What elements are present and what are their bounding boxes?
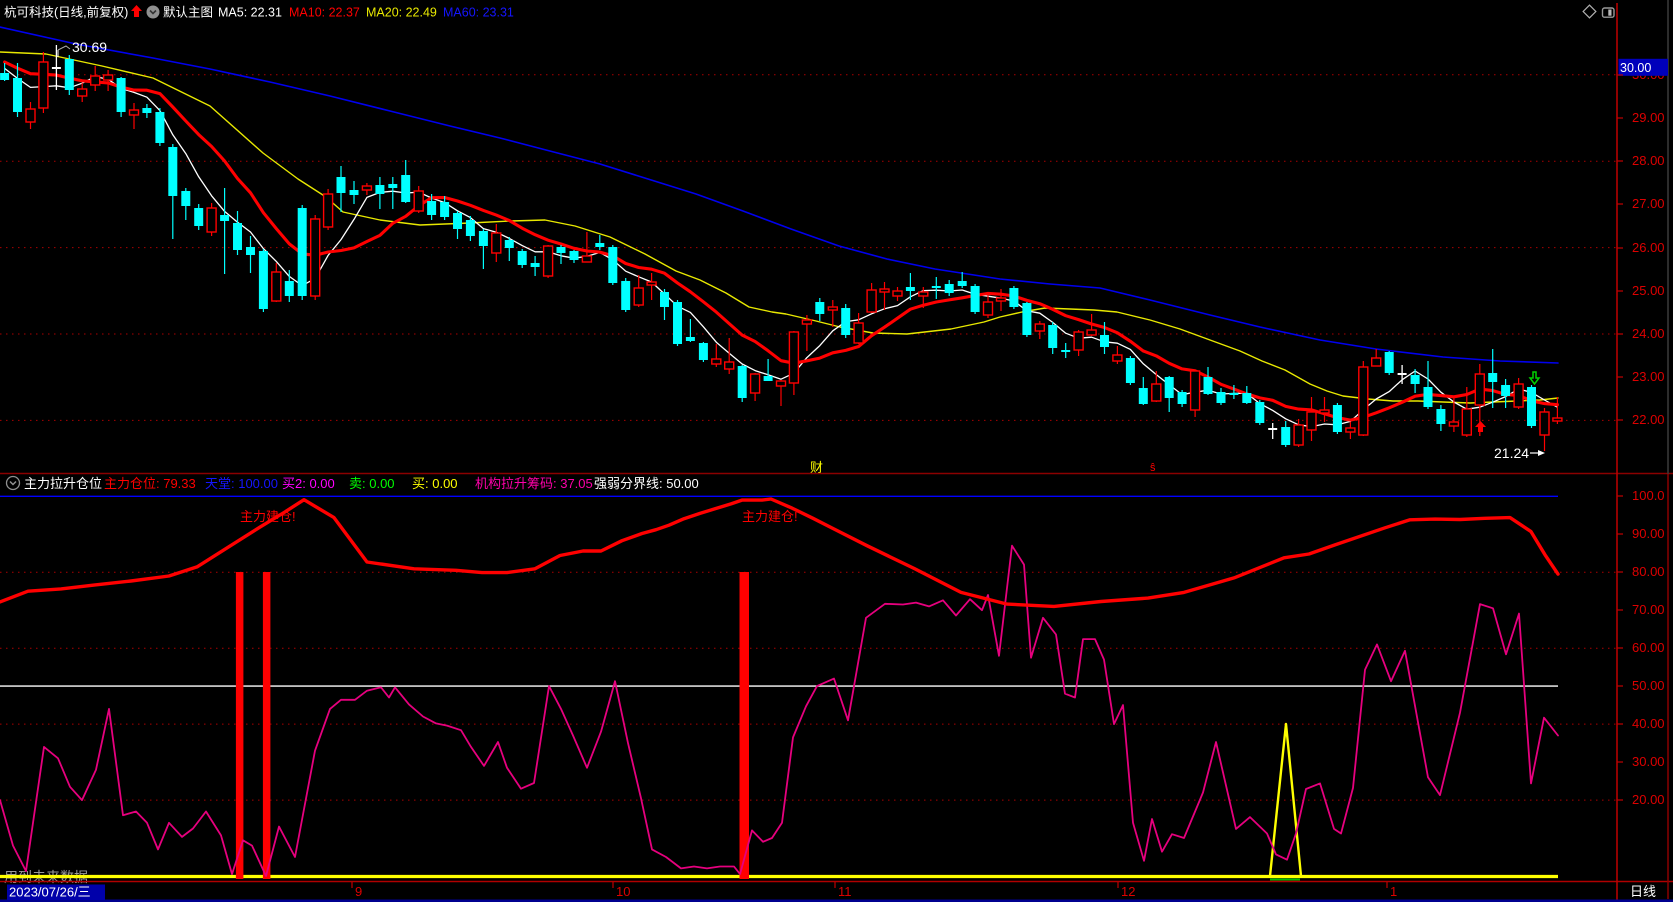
- svg-text:21.24: 21.24: [1494, 445, 1529, 461]
- svg-text:29.00: 29.00: [1632, 110, 1665, 125]
- svg-text:24.00: 24.00: [1632, 326, 1665, 341]
- svg-text:23.00: 23.00: [1632, 369, 1665, 384]
- svg-text:30.00: 30.00: [1632, 754, 1665, 769]
- svg-text:40.00: 40.00: [1632, 716, 1665, 731]
- svg-text:买: 0.00: 买: 0.00: [412, 476, 458, 491]
- svg-text:11: 11: [838, 884, 852, 899]
- svg-text:50.00: 50.00: [1632, 678, 1665, 693]
- svg-text:MA5: 22.31: MA5: 22.31: [218, 6, 282, 20]
- svg-text:1: 1: [1390, 884, 1397, 899]
- svg-text:强弱分界线: 50.00: 强弱分界线: 50.00: [594, 476, 699, 491]
- svg-text:MA60: 23.31: MA60: 23.31: [443, 6, 514, 20]
- svg-text:买2: 0.00: 买2: 0.00: [282, 476, 335, 491]
- svg-text:90.00: 90.00: [1632, 526, 1665, 541]
- svg-text:主力建仓!: 主力建仓!: [240, 509, 296, 524]
- svg-text:22.00: 22.00: [1632, 412, 1665, 427]
- svg-text:卖: 0.00: 卖: 0.00: [349, 476, 395, 491]
- svg-text:主力仓位: 79.33: 主力仓位: 79.33: [104, 476, 196, 491]
- svg-text:日线: 日线: [1630, 884, 1656, 899]
- svg-text:100.0: 100.0: [1632, 488, 1665, 503]
- svg-text:MA20: 22.49: MA20: 22.49: [366, 6, 437, 20]
- svg-text:26.00: 26.00: [1632, 240, 1665, 255]
- svg-text:MA10: 22.37: MA10: 22.37: [289, 6, 360, 20]
- svg-text:财: 财: [810, 460, 823, 475]
- svg-text:机构拉升筹码: 37.05: 机构拉升筹码: 37.05: [475, 476, 593, 491]
- svg-text:28.00: 28.00: [1632, 153, 1665, 168]
- svg-text:天堂: 100.00: 天堂: 100.00: [205, 476, 278, 491]
- svg-text:80.00: 80.00: [1632, 564, 1665, 579]
- svg-text:默认主图: 默认主图: [163, 5, 213, 20]
- svg-text:主力建仓!: 主力建仓!: [742, 509, 798, 524]
- svg-text:12: 12: [1121, 884, 1135, 899]
- svg-text:60.00: 60.00: [1632, 640, 1665, 655]
- svg-text:ŝ: ŝ: [1150, 462, 1156, 474]
- svg-text:10: 10: [616, 884, 630, 899]
- svg-text:9: 9: [355, 884, 362, 899]
- svg-text:27.00: 27.00: [1632, 196, 1665, 211]
- svg-text:25.00: 25.00: [1632, 283, 1665, 298]
- svg-text:20.00: 20.00: [1632, 792, 1665, 807]
- svg-text:杭可科技(日线,前复权): 杭可科技(日线,前复权): [4, 5, 128, 20]
- svg-text:2023/07/26/三: 2023/07/26/三: [9, 885, 91, 900]
- svg-text:70.00: 70.00: [1632, 602, 1665, 617]
- svg-text:主力拉升仓位: 主力拉升仓位: [24, 476, 102, 491]
- svg-text:30.69: 30.69: [72, 39, 107, 55]
- svg-text:30.00: 30.00: [1620, 61, 1651, 75]
